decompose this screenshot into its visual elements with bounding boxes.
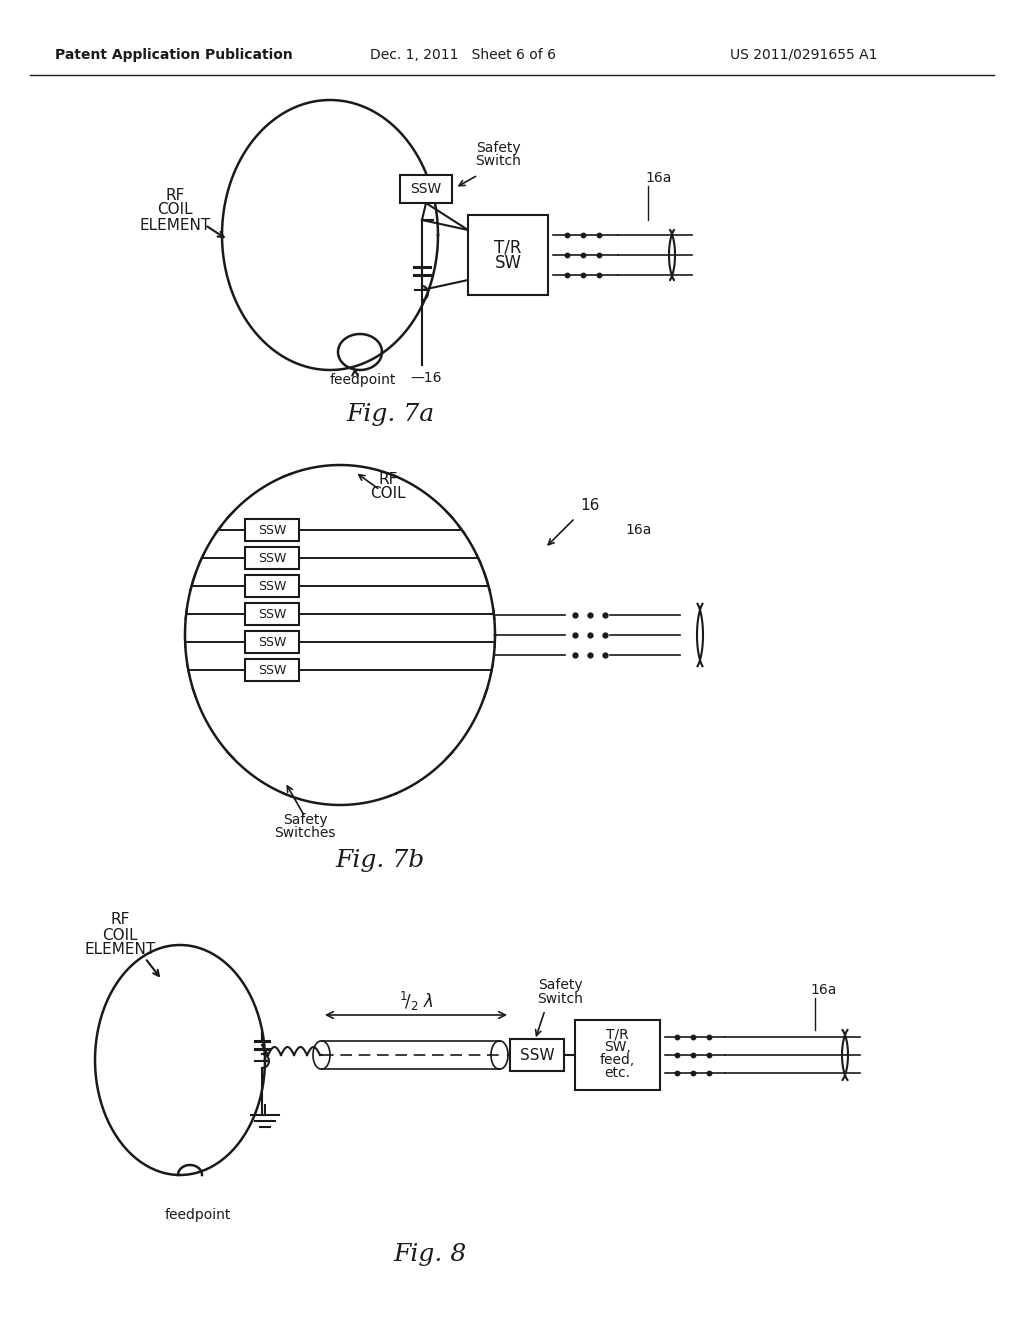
Text: Fig. 8: Fig. 8 [393,1243,467,1266]
FancyBboxPatch shape [245,659,299,681]
FancyBboxPatch shape [468,215,548,294]
Text: Fig. 7a: Fig. 7a [346,404,434,426]
Text: SSW: SSW [520,1048,554,1063]
Text: COIL: COIL [371,487,406,502]
Text: 16a: 16a [810,983,837,997]
Text: Switches: Switches [274,826,336,840]
Text: ELEMENT: ELEMENT [139,218,211,232]
Text: RF: RF [165,187,184,202]
Text: SSW: SSW [258,664,286,676]
Text: T/R: T/R [606,1027,629,1041]
Text: ELEMENT: ELEMENT [84,942,156,957]
Text: Safety: Safety [476,141,520,154]
Text: feedpoint: feedpoint [165,1208,231,1222]
Text: Switch: Switch [537,993,583,1006]
FancyBboxPatch shape [245,546,299,569]
FancyBboxPatch shape [575,1020,660,1090]
Text: Dec. 1, 2011   Sheet 6 of 6: Dec. 1, 2011 Sheet 6 of 6 [370,48,556,62]
Text: COIL: COIL [158,202,193,218]
Text: 16a: 16a [645,172,672,185]
Text: SSW: SSW [258,607,286,620]
FancyBboxPatch shape [245,603,299,624]
Text: 16a: 16a [625,523,651,537]
Text: COIL: COIL [102,928,138,942]
Text: $^{1}\!/_{2}$ $\lambda$: $^{1}\!/_{2}$ $\lambda$ [398,990,433,1012]
Text: Switch: Switch [475,154,521,168]
Text: Patent Application Publication: Patent Application Publication [55,48,293,62]
Text: SW: SW [495,253,521,272]
Text: RF: RF [378,473,397,487]
Text: 16: 16 [581,498,600,512]
Text: feed,: feed, [600,1053,635,1067]
Text: SSW: SSW [258,579,286,593]
Text: T/R: T/R [495,238,522,256]
Text: SW,: SW, [604,1040,631,1053]
Text: —16: —16 [410,371,441,385]
Text: SSW: SSW [258,524,286,536]
FancyBboxPatch shape [245,576,299,597]
Text: US 2011/0291655 A1: US 2011/0291655 A1 [730,48,878,62]
FancyBboxPatch shape [245,519,299,541]
Text: Safety: Safety [283,813,328,828]
FancyBboxPatch shape [400,176,452,203]
Text: feedpoint: feedpoint [330,374,396,387]
FancyBboxPatch shape [245,631,299,653]
Text: etc.: etc. [604,1067,631,1080]
Text: Fig. 7b: Fig. 7b [336,849,425,871]
Text: SSW: SSW [258,552,286,565]
Text: SSW: SSW [258,635,286,648]
FancyBboxPatch shape [510,1039,564,1071]
Text: Safety: Safety [538,978,583,993]
Text: RF: RF [111,912,130,928]
Text: SSW: SSW [411,182,441,195]
